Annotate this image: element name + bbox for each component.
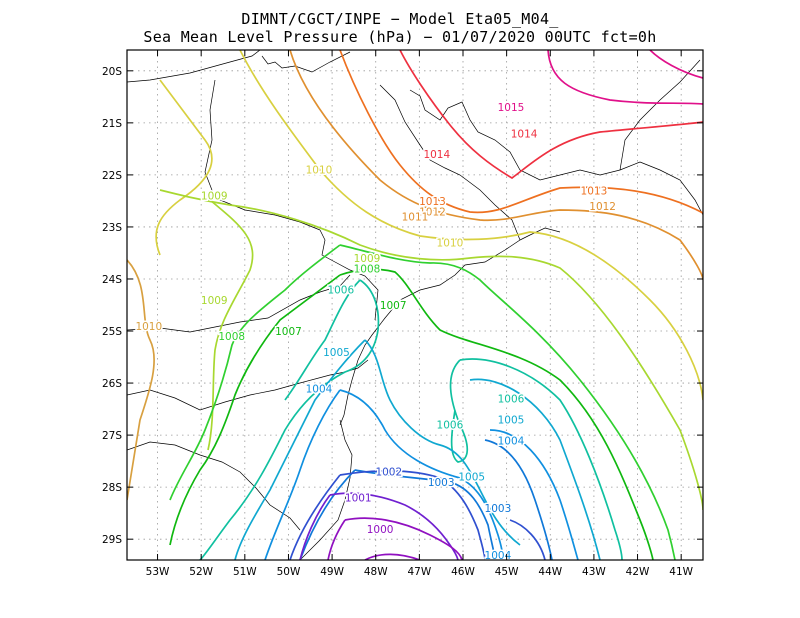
isobar-label: 1003 <box>428 477 455 489</box>
axis-ticks: 53W 52W 51W 50W 49W 48W 47W 46W 45W 44W 43W 42W 41W 2… <box>102 50 703 578</box>
lat-tick-label: 28S <box>102 482 122 494</box>
lon-tick-label: 46W <box>451 566 475 578</box>
isobar-label: 1010 <box>135 321 162 333</box>
isobar-label: 1004 <box>485 550 512 562</box>
isobar-label: 1002 <box>375 467 402 479</box>
lat-tick-label: 26S <box>102 378 122 390</box>
isobar-label: 1010 <box>437 238 464 250</box>
lat-tick-label: 24S <box>102 274 122 286</box>
isobar-label: 1007 <box>275 326 302 338</box>
lon-tick-label: 52W <box>189 566 213 578</box>
isobar-label: 1000 <box>367 524 394 536</box>
isobar-label: 1001 <box>345 493 372 505</box>
isobar-label: 1004 <box>498 435 525 447</box>
lon-tick-label: 41W <box>669 566 693 578</box>
isobar-label: 1011 <box>402 212 429 224</box>
map-title-line-2: Sea Mean Level Pressure (hPa) − 01/07/20… <box>143 28 657 46</box>
lon-tick-label: 49W <box>320 566 344 578</box>
isobar-label: 1006 <box>437 420 464 432</box>
isobar-label: 1012 <box>589 201 616 213</box>
lat-tick-label: 20S <box>102 66 122 78</box>
isobar-label: 1008 <box>354 264 381 276</box>
geographic-boundaries <box>127 50 703 560</box>
lon-tick-label: 43W <box>582 566 606 578</box>
isobar-label: 1005 <box>458 472 485 484</box>
isobar-label: 1009 <box>354 253 381 265</box>
lon-tick-label: 42W <box>626 566 650 578</box>
lon-tick-label: 53W <box>146 566 170 578</box>
isobar-label: 1004 <box>306 383 333 395</box>
isobar-label: 1010 <box>306 165 333 177</box>
lat-tick-label: 29S <box>102 534 122 546</box>
lat-tick-label: 27S <box>102 430 122 442</box>
lon-tick-label: 50W <box>277 566 301 578</box>
map-frame <box>126 49 704 561</box>
lat-tick-label: 25S <box>102 326 122 338</box>
isobar-label: 1012 <box>419 206 446 218</box>
lat-tick-label: 23S <box>102 222 122 234</box>
lon-tick-label: 47W <box>407 566 431 578</box>
isobar-label: 1005 <box>323 347 350 359</box>
isobar-label: 1008 <box>218 331 245 343</box>
isobar-label: 1013 <box>419 196 446 208</box>
isobar-label: 1014 <box>423 149 450 161</box>
isobar-label: 1015 <box>498 102 525 114</box>
lon-tick-label: 48W <box>364 566 388 578</box>
lat-tick-label: 21S <box>102 118 122 130</box>
map-grid <box>127 50 703 560</box>
map-title-line-1: DIMNT/CGCT/INPE − Model Eta05_M04_ <box>241 10 559 28</box>
isobar-contours <box>127 50 703 560</box>
isobar-label: 1006 <box>498 394 525 406</box>
isobar-label: 1003 <box>485 503 512 515</box>
lon-tick-label: 45W <box>495 566 519 578</box>
isobar-label: 1013 <box>581 186 608 198</box>
lat-tick-label: 22S <box>102 170 122 182</box>
lon-tick-label: 44W <box>538 566 562 578</box>
isobar-label: 1005 <box>498 414 525 426</box>
isobar-label: 1009 <box>201 295 228 307</box>
isobar-label: 1009 <box>201 191 228 203</box>
isobar-label: 1007 <box>380 300 407 312</box>
isobar-label: 1014 <box>511 128 538 140</box>
lon-tick-label: 51W <box>233 566 257 578</box>
isobar-label: 1006 <box>327 284 354 296</box>
